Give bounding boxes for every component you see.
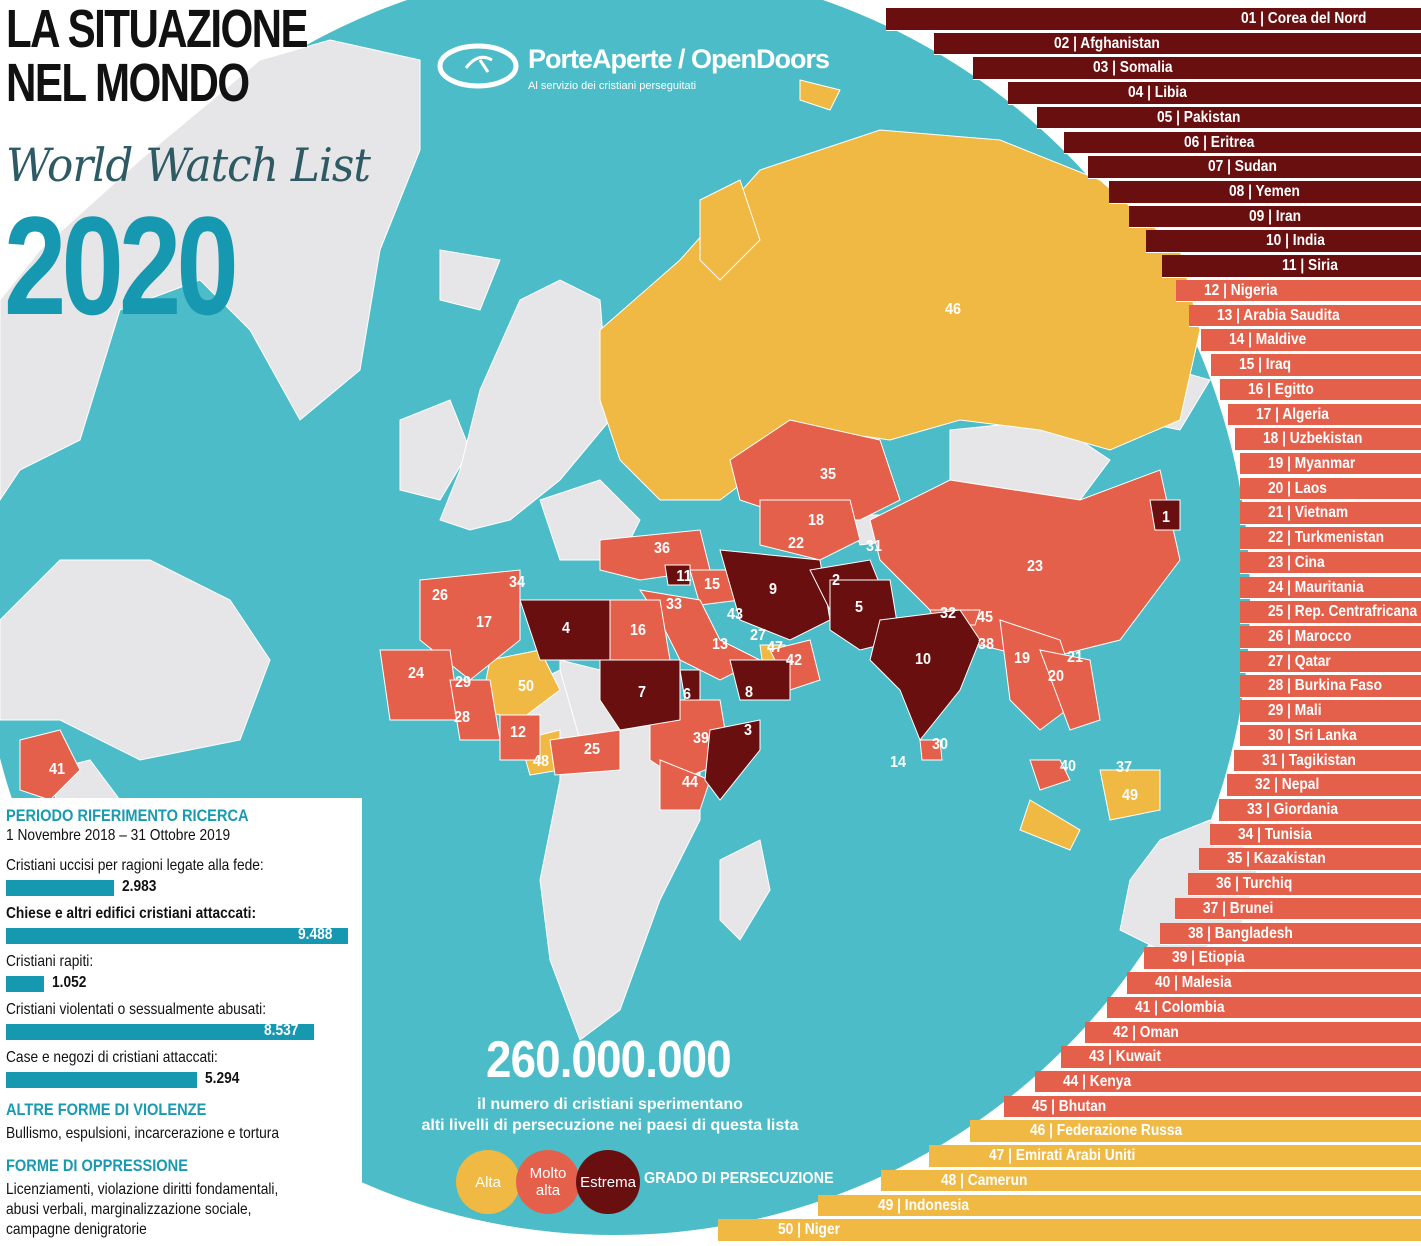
stat-label-abused: Cristiani violentati o sessualmente abus… [6, 1001, 267, 1018]
stat-label-killed: Cristiani uccisi per ragioni legate alla… [6, 857, 264, 874]
map-rank-label: 11 [676, 568, 692, 585]
map-rank-label: 22 [787, 535, 805, 552]
period-value: 1 Novembre 2018 – 31 Ottobre 2019 [6, 827, 231, 844]
map-rank-label: 50 [517, 678, 535, 695]
stats-panel: PERIODO RIFERIMENTO RICERCA 1 Novembre 2… [0, 798, 362, 1246]
other-violence-text: Bullismo, espulsioni, incarcerazione e t… [6, 1125, 280, 1142]
stat-value-abused: 8.537 [264, 1022, 299, 1039]
stat-value-killed: 2.983 [122, 878, 157, 895]
map-rank-label: 12 [509, 724, 527, 741]
map-rank-label: 9 [768, 581, 778, 598]
map-rank-label: 26 [431, 587, 449, 604]
map-rank-label: 44 [681, 774, 699, 791]
stat-bar-abused [6, 1024, 314, 1040]
stat-value-churches: 9.488 [298, 926, 333, 943]
title-line-1: LA SITUAZIONE [6, 0, 309, 59]
map-rank-label: 33 [665, 596, 683, 613]
map-rank-label: 14 [889, 754, 907, 771]
map-rank-label: 29 [454, 674, 472, 691]
caption-line-2: alti livelli di persecuzione nei paesi d… [421, 1117, 799, 1134]
map-rank-label: 41 [48, 761, 66, 778]
map-rank-label: 30 [931, 736, 949, 753]
map-rank-label: 46 [944, 301, 962, 318]
oppression-line-1: Licenziamenti, violazione diritti fondam… [6, 1181, 279, 1198]
map-rank-label: 17 [475, 614, 493, 631]
map-rank-label: 45 [976, 609, 994, 626]
map-rank-label: 21 [1066, 649, 1084, 666]
oppression-line-2: abusi verbali, marginalizzazione sociale… [6, 1201, 252, 1218]
legend-high: Alta [456, 1150, 520, 1214]
land-high [479, 79, 1201, 851]
persecuted-total: 260.000.000 [486, 1031, 732, 1089]
year: 2020 [4, 187, 239, 344]
map-rank-label: 19 [1013, 650, 1031, 667]
legend-title: GRADO DI PERSECUZIONE [644, 1170, 834, 1187]
oppression-heading: FORME DI OPPRESSIONE [6, 1156, 188, 1175]
legend-very-high-label: Molto alta [530, 1165, 567, 1199]
map-rank-label: 1 [1161, 509, 1171, 526]
stat-bar-churches [6, 928, 348, 944]
map-rank-label: 38 [977, 636, 995, 653]
map-rank-label: 23 [1026, 558, 1044, 575]
legend-very-high-line-2: alta [535, 1182, 561, 1199]
map-rank-label: 37 [1115, 759, 1133, 776]
map-rank-label: 34 [508, 574, 526, 591]
legend-very-high-line-1: Molto [529, 1165, 567, 1182]
map-rank-label: 36 [653, 540, 671, 557]
map-rank-label: 2 [831, 572, 841, 589]
land-extreme [519, 499, 1181, 801]
persecuted-caption: il numero di cristiani sperimentano alti… [400, 1094, 820, 1136]
map-rank-label: 32 [939, 605, 957, 622]
legend-high-label: Alta [475, 1173, 501, 1191]
map-rank-label: 3 [743, 722, 753, 739]
map-rank-label: 35 [819, 466, 837, 483]
stat-value-homes: 5.294 [205, 1070, 240, 1087]
map-rank-label: 27 [749, 627, 767, 644]
caption-line-1: il numero di cristiani sperimentano [477, 1096, 743, 1113]
map-rank-label: 20 [1047, 668, 1065, 685]
map-rank-label: 18 [807, 512, 825, 529]
map-rank-label: 8 [744, 684, 754, 701]
map-rank-label: 49 [1121, 787, 1139, 804]
title-line-2: NEL MONDO [6, 53, 250, 113]
map-rank-label: 25 [583, 741, 601, 758]
map-rank-label: 13 [711, 636, 729, 653]
logo-name: PorteAperte / OpenDoors [528, 44, 830, 74]
map-rank-label: 28 [453, 709, 471, 726]
fish-icon [437, 43, 519, 89]
stat-label-churches: Chiese e altri edifici cristiani attacca… [6, 905, 257, 922]
map-rank-label: 10 [914, 651, 932, 668]
map-rank-label: 42 [785, 652, 803, 669]
stat-bar-homes [6, 1072, 197, 1088]
map-rank-label: 40 [1059, 758, 1077, 775]
logo-tagline: Al servizio dei cristiani perseguitati [528, 80, 697, 92]
other-violence-heading: ALTRE FORME DI VIOLENZE [6, 1100, 207, 1119]
map-rank-label: 15 [703, 576, 721, 593]
stat-label-homes: Case e negozi di cristiani attaccati: [6, 1049, 218, 1066]
map-rank-label: 24 [407, 665, 425, 682]
stat-label-kidnapped: Cristiani rapiti: [6, 953, 94, 970]
map-rank-label: 39 [692, 730, 710, 747]
map-rank-label: 43 [726, 606, 744, 623]
stat-bar-killed [6, 880, 114, 896]
legend-extreme: Estrema [576, 1150, 640, 1214]
page-title: LA SITUAZIONE NEL MONDO [6, 0, 309, 113]
map-rank-label: 6 [682, 686, 692, 703]
map-rank-label: 47 [766, 639, 784, 656]
map-rank-label: 5 [854, 599, 864, 616]
stat-value-kidnapped: 1.052 [52, 974, 87, 991]
map-rank-label: 31 [865, 538, 883, 555]
map-rank-label: 16 [629, 622, 647, 639]
legend-very-high: Molto alta [516, 1150, 580, 1214]
subtitle: World Watch List [6, 138, 371, 192]
oppression-line-3: campagne denigratorie [6, 1221, 147, 1238]
map-rank-label: 48 [532, 753, 550, 770]
period-heading: PERIODO RIFERIMENTO RICERCA [6, 806, 249, 825]
stat-bar-kidnapped [6, 976, 44, 992]
map-rank-label: 7 [637, 684, 647, 701]
legend-extreme-label: Estrema [580, 1173, 636, 1191]
map-rank-label: 4 [561, 620, 571, 637]
open-doors-logo: PorteAperte / OpenDoors Al servizio dei … [436, 36, 836, 96]
